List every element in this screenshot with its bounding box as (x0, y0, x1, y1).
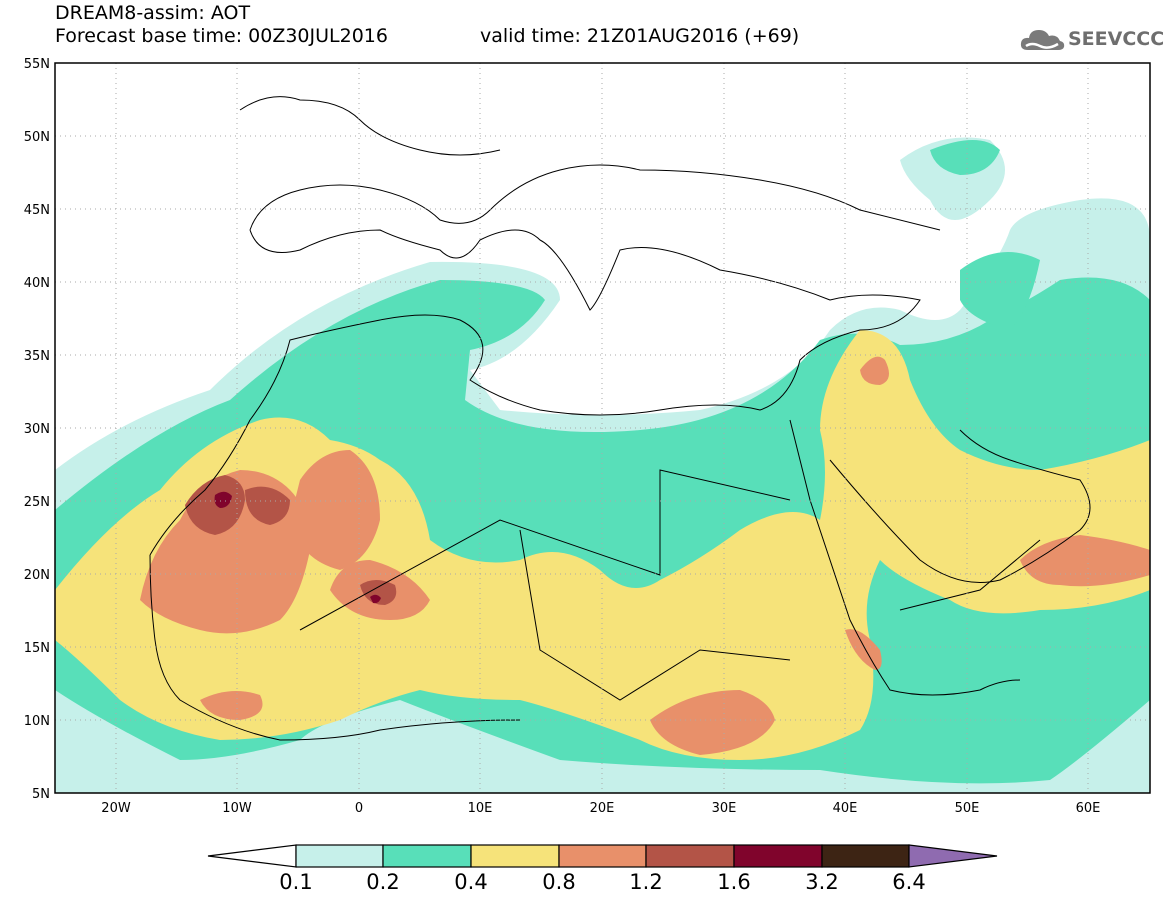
lat-label: 5N (32, 787, 50, 802)
colorbar-label: 0.4 (454, 870, 488, 894)
logo-text: SEEVCCC (1068, 28, 1165, 50)
colorbar-label: 6.4 (892, 870, 926, 894)
aot-band-1.6 (214, 491, 232, 508)
aot-band-0.8-iraq (860, 356, 889, 385)
aot-band-0.4 (55, 330, 1150, 760)
lat-label: 55N (24, 57, 50, 72)
lat-label: 25N (24, 495, 50, 510)
aot-band-0.8-senegal (200, 691, 263, 720)
graticule (55, 63, 1150, 793)
lon-labels: 20W 10W 0 10E 20E 30E 40E 50E 60E (101, 801, 1100, 816)
colorbar-label: 3.2 (805, 870, 839, 894)
lon-label: 20W (101, 801, 131, 816)
lon-label: 60E (1076, 801, 1101, 816)
lat-label: 40N (24, 276, 50, 291)
aot-band-0.8-algeria (290, 450, 380, 570)
map-frame (54, 62, 1151, 794)
lat-label: 20N (24, 568, 50, 583)
lat-label: 50N (24, 130, 50, 145)
lon-label: 40E (833, 801, 858, 816)
forecast-base-time: Forecast base time: 00Z30JUL2016 (55, 25, 388, 47)
colorbar-label: 0.1 (279, 870, 313, 894)
colorbar-bin (558, 844, 647, 868)
aot-band-0.8-eritrea (845, 629, 882, 670)
map-title: DREAM8-assim: AOT (55, 2, 251, 24)
colorbar-label: 0.2 (366, 870, 400, 894)
colorbar-bin (733, 844, 823, 868)
lon-label: 0 (355, 801, 363, 816)
valid-time: valid time: 21Z01AUG2016 (+69) (480, 25, 800, 47)
lat-label: 45N (24, 203, 50, 218)
lon-label: 30E (712, 801, 737, 816)
aot-band-0.2-caspian (930, 140, 1000, 175)
colorbar-high-arrow (908, 844, 998, 868)
colorbar-bin (295, 844, 384, 868)
colorbar-bin (470, 844, 560, 868)
aot-band-0.8-sudan (650, 690, 775, 755)
colorbar-label: 1.6 (717, 870, 751, 894)
aot-band-1.2b (245, 486, 290, 525)
colorbar-label: 1.2 (629, 870, 663, 894)
lat-label: 10N (24, 714, 50, 729)
colorbar (207, 844, 998, 868)
lon-label: 20E (590, 801, 615, 816)
lon-label: 10E (468, 801, 493, 816)
lon-label: 10W (222, 801, 252, 816)
lon-label: 50E (955, 801, 980, 816)
colorbar-bin (821, 844, 910, 868)
aot-band-1.6b (370, 594, 381, 604)
seevccc-logo: SEEVCCC (1018, 22, 1164, 58)
colorbar-label: 0.8 (542, 870, 576, 894)
lat-label: 35N (24, 349, 50, 364)
cloud-logo-icon (1020, 30, 1065, 50)
lat-label: 15N (24, 641, 50, 656)
aot-band-1.2 (185, 475, 245, 535)
colorbar-bin (645, 844, 735, 868)
lat-label: 30N (24, 422, 50, 437)
aot-band-0.8-oman (1020, 535, 1150, 587)
lat-labels: 55N 50N 45N 40N 35N 30N 25N 20N 15N 10N … (24, 57, 50, 802)
coastlines (149, 96, 1091, 741)
aot-band-0.2-ne (960, 252, 1040, 330)
colorbar-bin (382, 844, 472, 868)
aot-band-1.2c (360, 580, 397, 605)
colorbar-low-arrow (207, 844, 297, 868)
